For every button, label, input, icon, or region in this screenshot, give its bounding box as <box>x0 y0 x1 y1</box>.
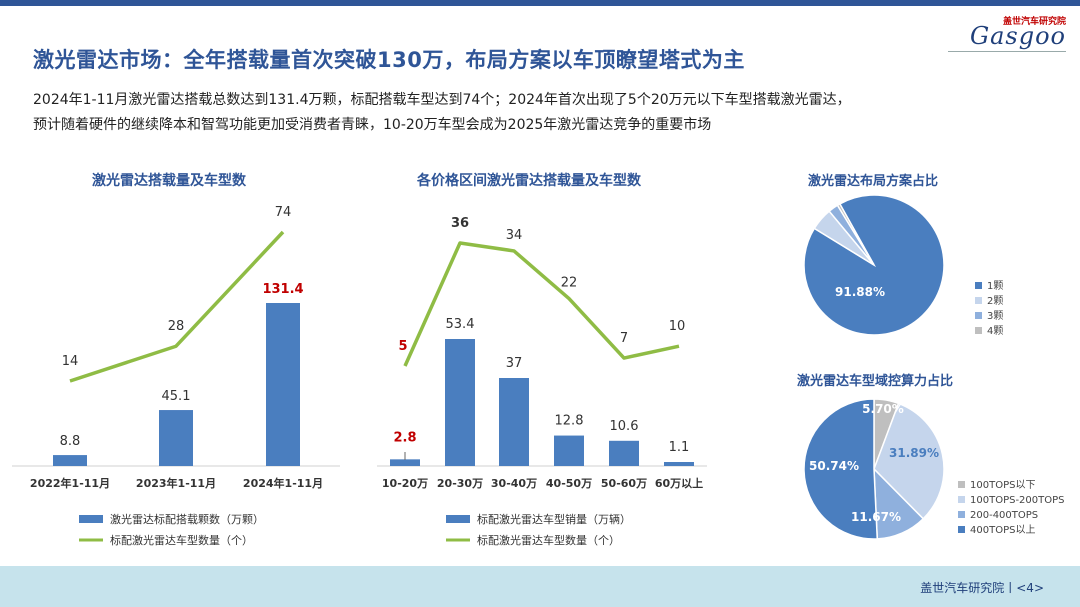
chart4-slice <box>803 398 879 540</box>
description-line-2: 预计随着硬件的继续降本和智驾功能更加受消费者青睐，10-20万车型会成为2025… <box>33 117 712 133</box>
chart2-bar-label: 37 <box>506 356 523 371</box>
chart2-bar <box>609 440 639 466</box>
chart4-legend-label: 400TOPS以上 <box>970 524 1035 536</box>
chart1-x-tick-label: 2022年1-11月 <box>30 476 110 490</box>
chart1-legend-line-label: 标配激光雷达车型数量（个） <box>110 533 253 547</box>
chart4-slice-label: 50.74% <box>809 459 859 473</box>
chart2-title: 各价格区间激光雷达搭载量及车型数 <box>417 173 641 189</box>
chart1-bar-label: 45.1 <box>162 389 191 404</box>
chart3-slice <box>836 202 875 266</box>
chart2-bar-label: 1.1 <box>669 440 690 455</box>
chart4-legend-swatch <box>958 481 965 488</box>
chart4-slice <box>873 402 945 520</box>
chart3-legend-label: 4颗 <box>987 325 1003 337</box>
description-line-1: 2024年1-11月激光雷达搭载总数达到131.4万颗，标配搭载车型达到74个；… <box>33 92 851 108</box>
chart2-x-tick-label: 10-20万 <box>382 477 428 490</box>
chart4-slice-label: 31.89% <box>889 446 939 460</box>
top-accent-bar <box>0 0 1080 6</box>
footer-bar: 盖世汽车研究院丨<4> <box>0 566 1080 607</box>
chart2-legend-bar-label: 标配激光雷达车型销量（万辆） <box>477 512 631 526</box>
chart1-legend-bar-label: 激光雷达标配搭载颗数（万颗） <box>110 512 264 526</box>
chart3-slice-label: 91.88% <box>835 285 885 299</box>
chart2-legend-line-label: 标配激光雷达车型数量（个） <box>477 533 620 547</box>
chart1-bar <box>159 410 193 466</box>
chart3-legend-swatch <box>975 327 982 334</box>
chart3-legend-swatch <box>975 297 982 304</box>
chart2-x-tick-label: 40-50万 <box>546 477 592 490</box>
chart2-line-label: 5 <box>398 339 407 354</box>
chart1-x-tick-label: 2023年1-11月 <box>136 476 216 490</box>
chart1-bar-label: 131.4 <box>262 282 303 297</box>
chart2-bar-label: 53.4 <box>446 317 475 332</box>
chart4-legend-label: 100TOPS以下 <box>970 480 1035 491</box>
chart2-legend-bar-swatch <box>446 515 470 523</box>
chart2-bar <box>664 462 694 466</box>
chart1-line-label: 74 <box>275 205 292 220</box>
chart2-line-series <box>403 241 680 367</box>
chart1-legend-bar-swatch <box>79 515 103 523</box>
logo-underline <box>948 51 1066 52</box>
chart2-bar-label: 2.8 <box>393 430 416 445</box>
chart2-line-label: 7 <box>620 331 628 346</box>
logo-subtitle: 盖世汽车研究院 <box>1002 17 1066 27</box>
gasgoo-logo: 盖世汽车研究院 Gasgoo <box>938 14 1066 58</box>
chart1-bar <box>53 455 87 466</box>
chart4-legend-swatch <box>958 496 965 503</box>
chart3-legend-swatch <box>975 282 982 289</box>
chart2-line-label: 34 <box>506 228 523 243</box>
chart2-bar <box>499 378 529 466</box>
chart3-title: 激光雷达布局方案占比 <box>808 174 939 189</box>
chart3-legend-label: 3颗 <box>987 310 1003 322</box>
page-title: 激光雷达市场：全年搭载量首次突破130万，布局方案以车顶瞭望塔式为主 <box>33 48 745 72</box>
chart2-bar-label: 10.6 <box>610 419 639 434</box>
chart3-legend-label: 1颗 <box>987 280 1003 292</box>
chart3-legend-swatch <box>975 312 982 319</box>
chart3-legend-label: 2颗 <box>987 295 1003 307</box>
chart4-title: 激光雷达车型域控算力占比 <box>797 374 954 389</box>
chart1-bar <box>266 303 300 466</box>
chart4-legend-label: 200-400TOPS <box>970 510 1038 521</box>
chart1-title: 激光雷达搭载量及车型数 <box>92 173 246 189</box>
chart1-line-series <box>69 230 285 383</box>
chart2-x-tick-label: 20-30万 <box>437 477 483 490</box>
logo-wordmark: Gasgoo <box>969 22 1066 50</box>
chart1-x-tick-label: 2024年1-11月 <box>243 476 323 490</box>
chart2-x-tick-label: 30-40万 <box>491 477 537 490</box>
chart1-line-label: 14 <box>62 354 79 369</box>
chart1-bar-label: 8.8 <box>60 434 81 449</box>
chart4-legend-swatch <box>958 526 965 533</box>
chart2-line-label: 10 <box>669 319 686 334</box>
chart1-line-label: 28 <box>168 319 185 334</box>
chart2-bar-label: 12.8 <box>555 414 584 429</box>
chart2-bar <box>445 339 475 466</box>
chart2-x-tick-label: 50-60万 <box>601 477 647 490</box>
chart2-x-tick-label: 60万以上 <box>655 476 703 490</box>
chart4-slice-label: 5.70% <box>862 402 904 416</box>
chart4-legend-label: 100TOPS-200TOPS <box>970 495 1065 506</box>
chart2-line-label: 22 <box>561 276 578 291</box>
chart2-bar <box>390 459 420 466</box>
chart4-slice-label: 11.67% <box>851 510 901 524</box>
chart2-bar <box>554 435 584 466</box>
footer-text: 盖世汽车研究院丨<4> <box>920 581 1044 595</box>
chart4-legend-swatch <box>958 511 965 518</box>
chart2-line-label: 36 <box>451 216 469 231</box>
